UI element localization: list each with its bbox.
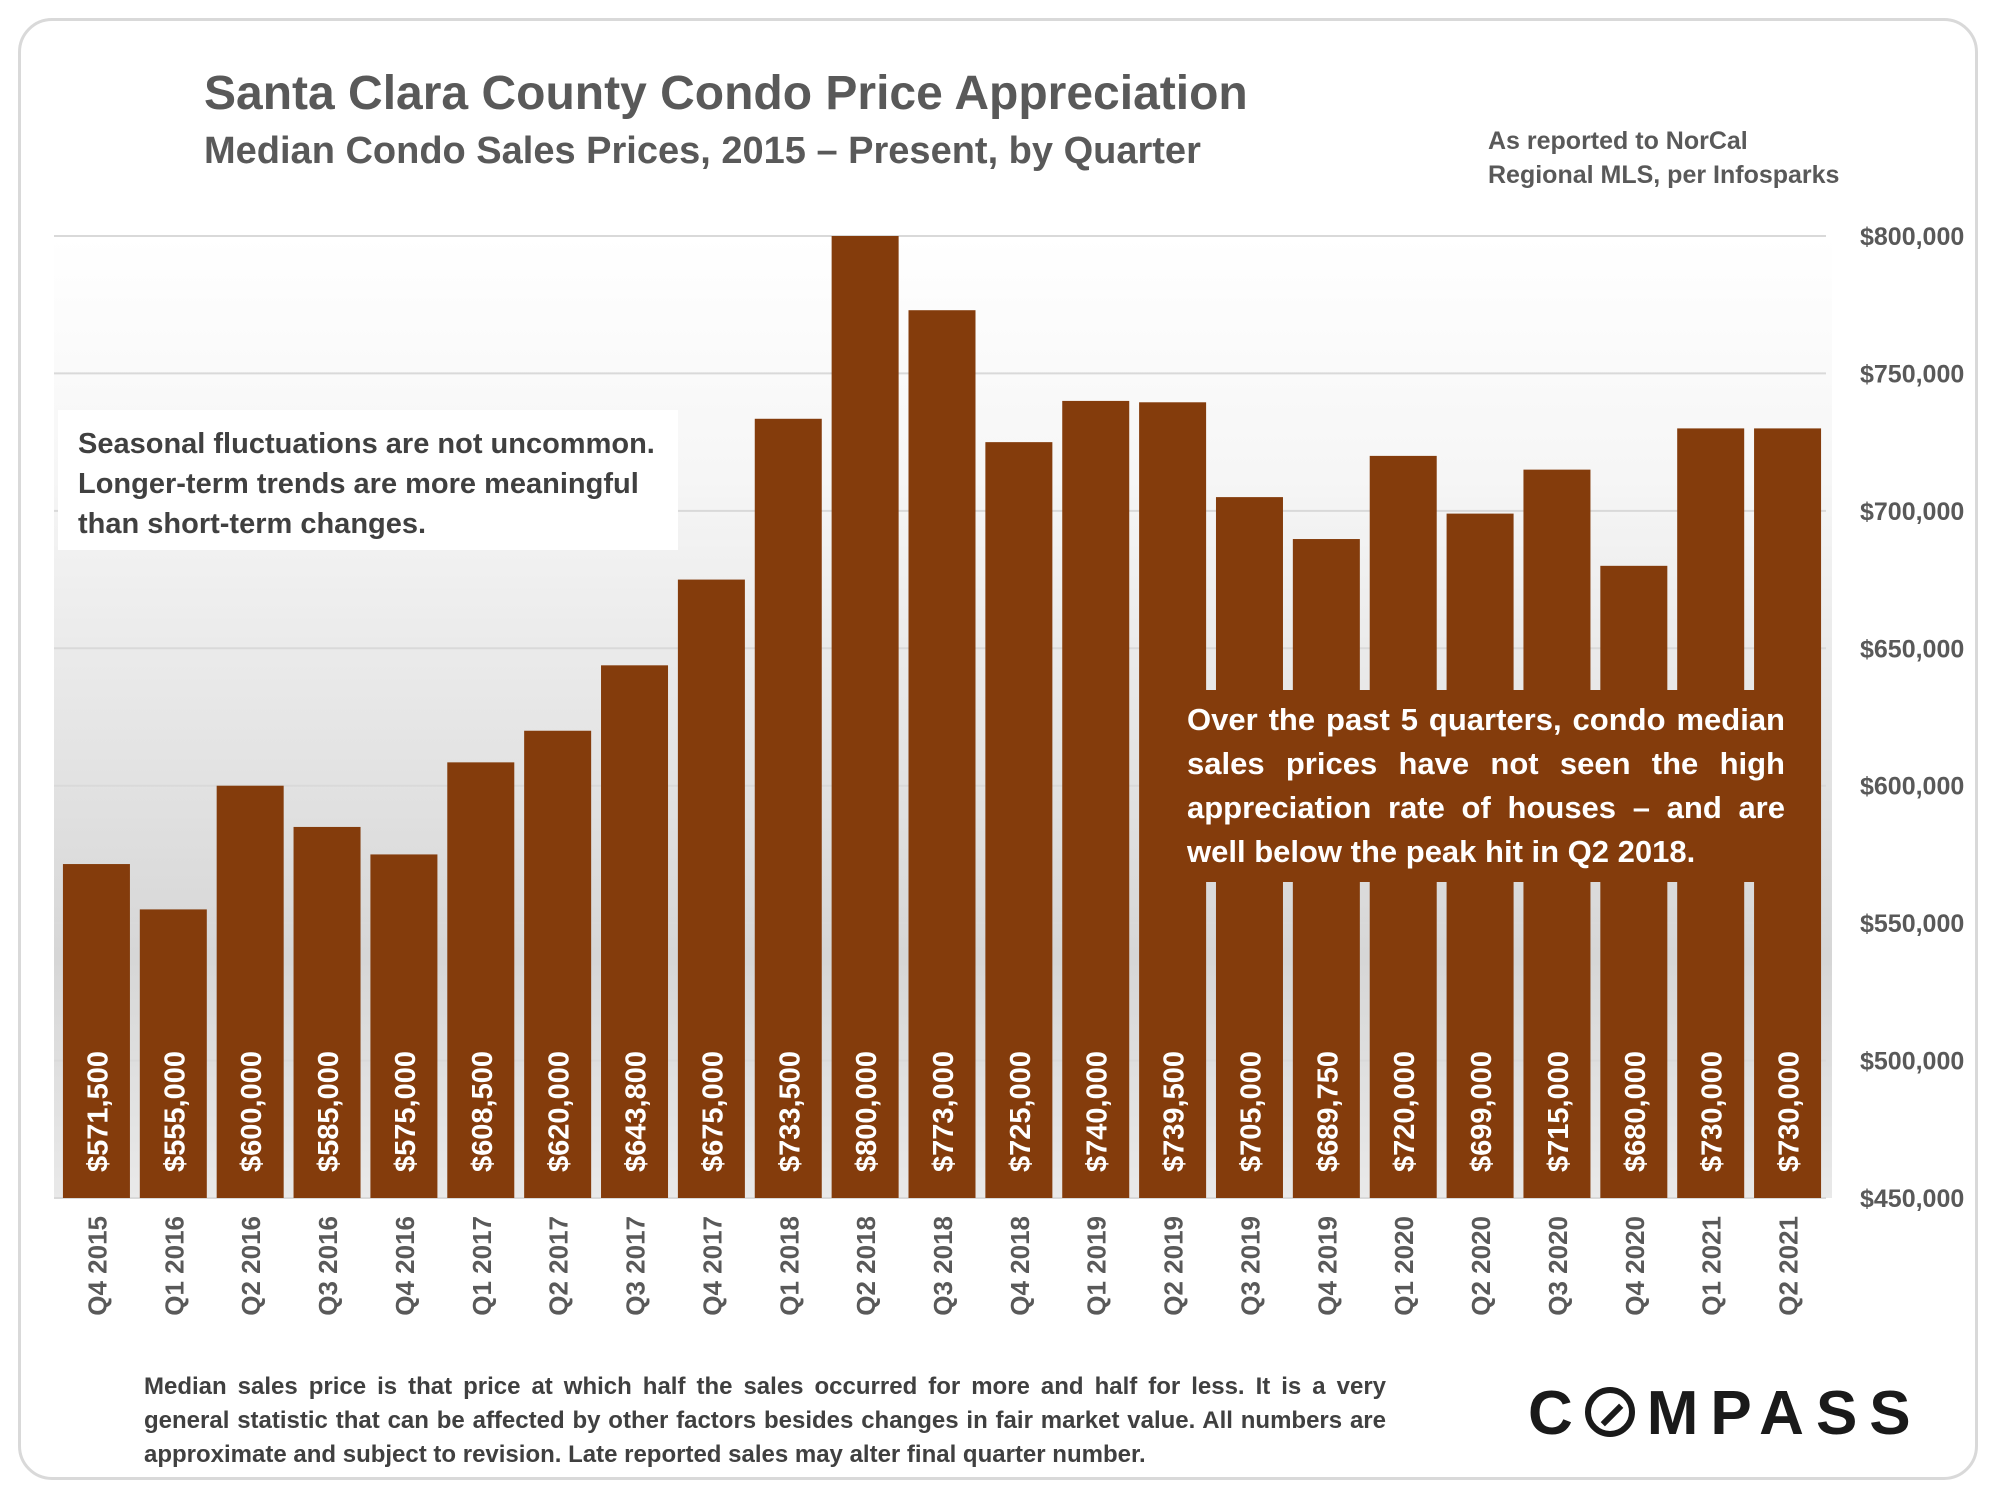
x-tick-label: Q4 2015 xyxy=(82,1216,112,1316)
bar-value-label: $800,000 xyxy=(851,1051,883,1172)
x-tick-label: Q4 2018 xyxy=(1005,1216,1035,1316)
bar-value-label: $715,000 xyxy=(1543,1051,1575,1172)
bar-value-label: $739,500 xyxy=(1159,1051,1191,1172)
y-tick-label: $750,000 xyxy=(1860,360,1964,388)
bar xyxy=(908,310,976,1198)
x-tick-label: Q1 2017 xyxy=(467,1216,497,1316)
x-tick-label: Q1 2021 xyxy=(1697,1216,1727,1316)
x-tick-label: Q4 2016 xyxy=(390,1216,420,1316)
bar-value-label: $733,500 xyxy=(774,1051,806,1172)
bar xyxy=(216,785,284,1198)
y-tick-label: $700,000 xyxy=(1860,498,1964,526)
x-tick-label: Q2 2016 xyxy=(236,1216,266,1316)
bar-value-label: $585,000 xyxy=(313,1051,345,1172)
bar xyxy=(139,909,207,1198)
bar xyxy=(293,826,361,1198)
logo-letters-mpass: MPASS xyxy=(1646,1379,1923,1448)
bar-value-label: $575,000 xyxy=(390,1051,422,1172)
bar-value-label: $680,000 xyxy=(1620,1051,1652,1172)
x-tick-label: Q3 2019 xyxy=(1235,1216,1265,1316)
compass-logo: C MPASS xyxy=(1528,1378,1923,1449)
bar-value-label: $773,000 xyxy=(928,1051,960,1172)
bar-value-label: $730,000 xyxy=(1774,1051,1806,1172)
bar xyxy=(524,730,592,1198)
bar-value-label: $608,500 xyxy=(467,1051,499,1172)
bar-value-label: $600,000 xyxy=(236,1051,268,1172)
y-tick-label: $450,000 xyxy=(1860,1185,1964,1213)
x-tick-label: Q3 2020 xyxy=(1543,1216,1573,1316)
bar-value-label: $699,000 xyxy=(1466,1051,1498,1172)
source-note: As reported to NorCal Regional MLS, per … xyxy=(1488,127,1840,189)
y-tick-label: $650,000 xyxy=(1860,635,1964,663)
bar xyxy=(754,418,822,1198)
x-tick-label: Q3 2018 xyxy=(928,1216,958,1316)
y-tick-label: $550,000 xyxy=(1860,910,1964,938)
x-tick-label: Q2 2017 xyxy=(544,1216,574,1316)
chart-subtitle: Median Condo Sales Prices, 2015 – Presen… xyxy=(204,130,1201,172)
x-tick-label: Q4 2019 xyxy=(1312,1216,1342,1316)
bar-value-label: $705,000 xyxy=(1235,1051,1267,1172)
bar xyxy=(1062,400,1130,1198)
bar-value-label: $720,000 xyxy=(1389,1051,1421,1172)
bar-value-label: $571,500 xyxy=(82,1051,114,1172)
x-tick-label: Q1 2019 xyxy=(1082,1216,1112,1316)
bar xyxy=(62,864,130,1198)
x-tick-label: Q4 2017 xyxy=(697,1216,727,1316)
bar xyxy=(831,236,899,1198)
bar-value-label: $643,800 xyxy=(621,1051,653,1172)
chart-title: Santa Clara County Condo Price Appreciat… xyxy=(204,67,1248,120)
footnote: Median sales price is that price at whic… xyxy=(144,1373,1386,1468)
bar xyxy=(370,854,438,1198)
recent-quarters-note-box: Over the past 5 quarters, condo median s… xyxy=(1173,690,1799,882)
logo-letter-c: C xyxy=(1528,1379,1585,1448)
y-tick-label: $500,000 xyxy=(1860,1048,1964,1076)
x-tick-label: Q1 2018 xyxy=(774,1216,804,1316)
logo-compass-o-icon xyxy=(1584,1387,1635,1437)
bar-value-label: $555,000 xyxy=(159,1051,191,1172)
bar-value-label: $689,750 xyxy=(1312,1051,1344,1172)
bar xyxy=(985,442,1053,1199)
x-tick-label: Q3 2017 xyxy=(621,1216,651,1316)
y-tick-label: $800,000 xyxy=(1860,223,1964,251)
x-tick-label: Q1 2016 xyxy=(159,1216,189,1316)
bar-value-label: $725,000 xyxy=(1005,1051,1037,1172)
x-tick-label: Q3 2016 xyxy=(313,1216,343,1316)
x-tick-label: Q2 2021 xyxy=(1774,1216,1804,1316)
x-tick-label: Q1 2020 xyxy=(1389,1216,1419,1316)
x-tick-label: Q2 2019 xyxy=(1159,1216,1189,1316)
y-tick-label: $600,000 xyxy=(1860,773,1964,801)
bar xyxy=(677,579,745,1198)
seasonal-note-box: Seasonal fluctuations are not uncommon. … xyxy=(58,410,678,550)
bar-value-label: $675,000 xyxy=(697,1051,729,1172)
x-tick-label: Q4 2020 xyxy=(1620,1216,1650,1316)
bar xyxy=(447,762,515,1198)
bar-value-label: $730,000 xyxy=(1697,1051,1729,1172)
x-tick-label: Q2 2018 xyxy=(851,1216,881,1316)
bar xyxy=(601,665,669,1198)
bar-value-label: $740,000 xyxy=(1082,1051,1114,1172)
bar-value-label: $620,000 xyxy=(544,1051,576,1172)
x-tick-label: Q2 2020 xyxy=(1466,1216,1496,1316)
